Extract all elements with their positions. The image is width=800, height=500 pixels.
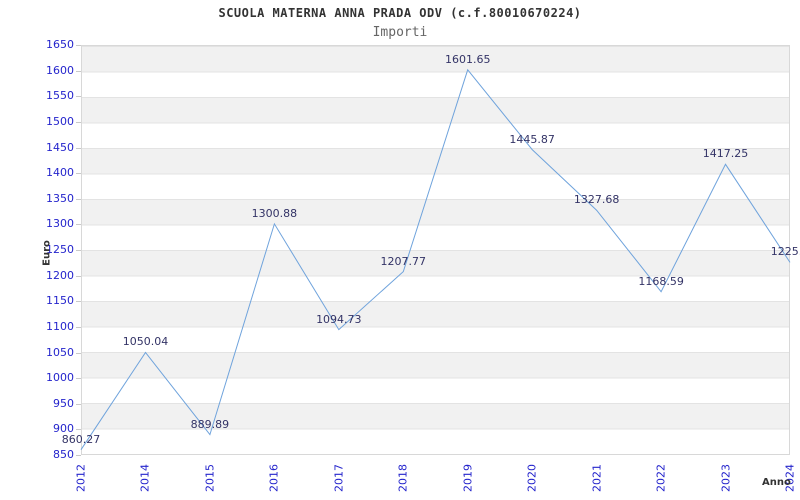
x-tick-label: 2014 bbox=[138, 464, 152, 492]
data-point-label: 1207.77 bbox=[380, 254, 427, 268]
data-point-label: 1050.04 bbox=[122, 335, 169, 349]
y-tick-label: 950 bbox=[53, 396, 74, 410]
y-tick-label: 1450 bbox=[46, 140, 74, 154]
line-series bbox=[80, 68, 791, 450]
data-point-label: 1300.88 bbox=[251, 206, 298, 220]
y-tick-label: 1150 bbox=[46, 294, 74, 308]
x-tick-label: 2021 bbox=[590, 464, 604, 492]
x-tick-label: 2012 bbox=[74, 464, 88, 492]
data-point-label: 1417.25 bbox=[702, 147, 749, 161]
y-tick-label: 850 bbox=[53, 448, 74, 461]
y-tick-label: 1050 bbox=[46, 345, 74, 359]
data-point-label: 1445.87 bbox=[509, 132, 555, 146]
x-tick-label: 2023 bbox=[719, 464, 733, 492]
data-point-label: 1094.73 bbox=[316, 312, 362, 326]
y-tick-label: 1200 bbox=[46, 268, 74, 282]
data-point-label: 889.89 bbox=[190, 417, 230, 431]
y-tick-mark bbox=[76, 455, 81, 456]
y-tick-mark bbox=[76, 45, 81, 46]
data-point-label: 1168.59 bbox=[638, 274, 684, 288]
data-point-label: 1327.68 bbox=[573, 193, 620, 207]
x-axis-title: Anno bbox=[762, 477, 791, 488]
y-tick-label: 900 bbox=[53, 422, 74, 436]
y-tick-mark bbox=[76, 122, 81, 123]
y-tick-mark bbox=[76, 224, 81, 225]
y-tick-label: 1250 bbox=[46, 243, 74, 256]
y-tick-label: 1350 bbox=[46, 191, 74, 205]
y-tick-mark bbox=[76, 71, 81, 72]
data-point-label: 1601.65 bbox=[444, 52, 491, 66]
y-tick-mark bbox=[76, 429, 81, 430]
y-tick-mark bbox=[76, 199, 81, 200]
y-tick-label: 1500 bbox=[46, 114, 74, 128]
y-tick-mark bbox=[76, 173, 81, 174]
x-tick-label: 2020 bbox=[525, 464, 539, 492]
x-tick-label: 2016 bbox=[267, 464, 281, 492]
y-tick-label: 1650 bbox=[46, 38, 74, 51]
y-tick-label: 1400 bbox=[46, 166, 74, 180]
y-axis-title: Euro bbox=[41, 240, 53, 266]
y-tick-label: 1600 bbox=[46, 63, 74, 77]
y-tick-mark bbox=[76, 327, 81, 328]
data-point-label: 860.27 bbox=[61, 432, 101, 446]
x-tick-label: 2018 bbox=[396, 464, 410, 492]
y-tick-label: 1000 bbox=[46, 371, 74, 385]
y-tick-label: 1550 bbox=[46, 89, 74, 103]
line-series-svg bbox=[80, 68, 791, 450]
y-tick-mark bbox=[76, 148, 81, 149]
chart-subtitle: Importi bbox=[372, 25, 428, 40]
plot-area bbox=[81, 45, 790, 455]
y-tick-mark bbox=[76, 276, 81, 277]
y-tick-mark bbox=[76, 378, 81, 379]
y-tick-mark bbox=[76, 250, 81, 251]
y-tick-label: 1300 bbox=[46, 217, 74, 231]
x-tick-label: 2017 bbox=[332, 464, 346, 492]
y-tick-label: 1100 bbox=[46, 319, 74, 333]
y-tick-mark bbox=[76, 301, 81, 302]
x-tick-label: 2015 bbox=[203, 464, 217, 492]
y-tick-mark bbox=[76, 404, 81, 405]
x-tick-label: 2022 bbox=[654, 464, 668, 492]
x-tick-label: 2019 bbox=[461, 464, 475, 492]
y-tick-mark bbox=[76, 353, 81, 354]
chart-title: SCUOLA MATERNA ANNA PRADA ODV (c.f.80010… bbox=[218, 6, 582, 20]
data-point-label: 1225.9 bbox=[770, 245, 800, 259]
y-tick-mark bbox=[76, 96, 81, 97]
